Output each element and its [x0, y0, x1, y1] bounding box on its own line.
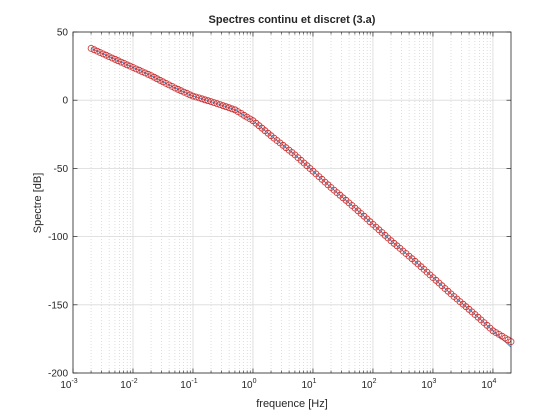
- y-tick-label: -50: [54, 164, 69, 175]
- ticks: 10-3 10-2 10-1 100 101 102 103 104500-50-100-15…: [48, 28, 511, 391]
- discrete-spectrum-point: [132, 65, 140, 73]
- x-tick-label-exponent: 1: [313, 378, 317, 385]
- discrete-spectrum-point: [198, 95, 206, 103]
- discrete-spectrum-point: [195, 94, 203, 102]
- x-tick-label-exponent: -1: [191, 378, 197, 385]
- discrete-spectrum-point: [102, 51, 110, 59]
- y-axis-label: Spectre [dB]: [32, 173, 44, 234]
- discrete-spectrum-point: [222, 103, 230, 111]
- x-tick-label: 10-1: [180, 378, 197, 391]
- discrete-spectrum-point: [144, 70, 152, 78]
- y-tick-label: -200: [48, 369, 68, 380]
- discrete-spectrum-point: [174, 85, 182, 93]
- plot-frame: [72, 31, 512, 374]
- discrete-spectrum-point: [138, 68, 146, 75]
- x-tick-label-base: 10: [301, 380, 313, 391]
- continuous-spectrum-line: [90, 47, 512, 348]
- x-tick-label: 101: [301, 378, 316, 391]
- x-tick-label-base: 10: [421, 380, 433, 391]
- y-tick-label: -150: [48, 300, 68, 311]
- discrete-spectrum-point: [114, 57, 122, 65]
- x-tick-label-exponent: -3: [71, 378, 77, 385]
- x-tick-label-exponent: 0: [253, 378, 257, 385]
- x-tick-label: 10-2: [120, 378, 137, 391]
- x-tick-label-base: 10: [180, 380, 192, 391]
- x-tick-label: 10-3: [60, 378, 77, 391]
- discrete-spectrum-point: [123, 61, 131, 69]
- discrete-spectrum-point: [99, 50, 107, 58]
- discrete-spectrum-point: [192, 93, 200, 101]
- discrete-spectrum-point: [213, 100, 221, 107]
- x-axis-label: frequence [Hz]: [256, 398, 328, 410]
- x-tick-label-exponent: 3: [433, 378, 437, 385]
- x-tick-label-base: 10: [60, 380, 72, 391]
- x-tick-label-base: 10: [361, 380, 373, 391]
- y-tick-label: -100: [48, 232, 68, 243]
- discrete-spectrum-point: [180, 88, 188, 96]
- discrete-spectrum-point: [219, 102, 227, 110]
- chart-title: Spectres continu et discret (3.a): [209, 14, 376, 26]
- series-layer: [87, 45, 515, 348]
- discrete-spectrum-point: [87, 45, 95, 52]
- x-tick-label-base: 10: [481, 380, 493, 391]
- x-tick-label-exponent: -2: [131, 378, 137, 385]
- discrete-spectrum-point: [186, 91, 194, 99]
- discrete-spectrum-point: [117, 58, 125, 66]
- x-tick-label: 104: [481, 378, 496, 391]
- x-tick-label-base: 10: [241, 380, 253, 391]
- discrete-spectrum-point: [228, 105, 236, 113]
- y-tick-label: 50: [57, 28, 69, 39]
- discrete-spectrum-point: [201, 96, 209, 104]
- discrete-spectrum-point: [207, 98, 215, 105]
- x-tick-label-base: 10: [120, 380, 132, 391]
- plot-area: [73, 32, 511, 373]
- y-tick-label: 0: [62, 96, 68, 107]
- discrete-spectrum-point: [189, 92, 197, 100]
- x-tick-label: 102: [361, 378, 376, 391]
- discrete-spectrum-point: [225, 104, 233, 112]
- discrete-spectrum-point: [204, 97, 212, 105]
- discrete-spectrum-point: [90, 46, 98, 54]
- x-tick-label-exponent: 4: [493, 378, 497, 385]
- discrete-spectrum-point: [171, 84, 179, 92]
- x-tick-label: 103: [421, 378, 436, 391]
- x-tick-label: 100: [241, 378, 256, 391]
- discrete-spectrum-point: [108, 54, 116, 62]
- x-tick-label-exponent: 2: [373, 378, 377, 385]
- discrete-spectrum-point: [210, 99, 218, 106]
- discrete-spectrum-point: [216, 101, 224, 108]
